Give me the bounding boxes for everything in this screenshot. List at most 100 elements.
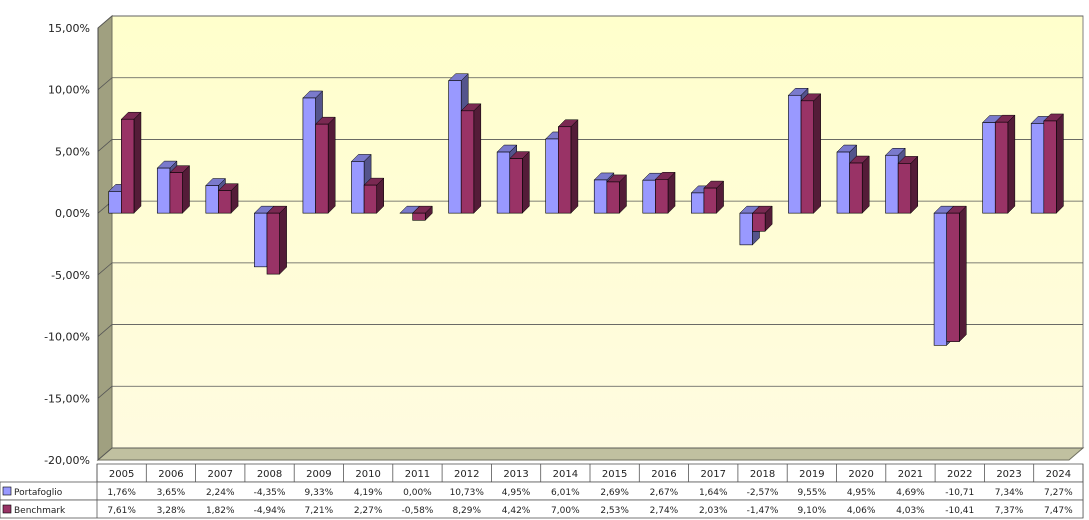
bar-front [1030, 123, 1045, 214]
data-label: -1,47% [747, 506, 779, 516]
bar-front [836, 151, 850, 214]
bar-benchmark-2017 [703, 180, 725, 214]
bar-front [897, 163, 912, 214]
y-tick-label: 5,00% [55, 145, 90, 158]
gridline [97, 324, 1083, 337]
bar-front [205, 185, 219, 214]
bar-benchmark-2024 [1043, 113, 1065, 214]
bar-benchmark-2023 [994, 114, 1016, 214]
bar-side [473, 103, 482, 214]
data-label: -10,71 [945, 488, 974, 498]
data-label: 7,34% [995, 488, 1024, 498]
data-label: 4,03% [896, 506, 925, 516]
bar-front [933, 212, 947, 346]
bar-front [363, 184, 378, 214]
bar-front [302, 97, 316, 214]
bar-front [788, 94, 802, 214]
side-wall [97, 14, 113, 462]
bar-front [703, 187, 717, 214]
x-tick-label: 2012 [454, 469, 479, 480]
bar-benchmark-2006 [169, 165, 191, 214]
data-label: 4,06% [847, 506, 876, 516]
data-label: 7,37% [995, 506, 1024, 516]
legend-swatch [2, 504, 12, 514]
bar-side [570, 119, 579, 214]
data-label: -4,35% [254, 488, 286, 498]
bar-front [800, 100, 814, 214]
y-axis: 15,00% 10,00% 5,00% 0,00% -5,00% -10,00% -15,0… [44, 22, 99, 467]
data-label: -0,58% [402, 506, 434, 516]
legend-swatch [2, 486, 12, 496]
gridline [97, 447, 1083, 461]
x-tick-label: 2021 [898, 469, 923, 480]
x-tick-label: 2013 [503, 469, 528, 480]
bar-benchmark-2022 [946, 205, 967, 343]
y-tick-label: 0,00% [55, 207, 90, 220]
bar-front [1043, 120, 1057, 214]
bar-side [182, 165, 190, 214]
bar-side [133, 111, 142, 214]
bar-side [327, 116, 336, 214]
data-label: 9,33% [305, 488, 334, 498]
data-label: 9,10% [798, 506, 827, 516]
bar-benchmark-2012 [460, 103, 482, 214]
bar-side [959, 205, 967, 343]
x-tick-label: 2008 [257, 469, 282, 480]
legend-label: Portafoglio [14, 488, 63, 498]
bar-front [739, 212, 753, 246]
data-label: 7,27% [1044, 488, 1073, 498]
gridlines [97, 15, 1083, 461]
bar-benchmark-2007 [217, 183, 239, 214]
gridline [97, 262, 1083, 276]
data-label: -4,94% [254, 506, 286, 516]
bar-front [121, 118, 135, 214]
x-tick-label: 2007 [208, 469, 233, 480]
legend-label: Benchmark [14, 506, 66, 516]
data-label: 1,82% [206, 506, 235, 516]
data-label: 0,00% [403, 488, 432, 498]
x-tick-label: 2009 [306, 469, 331, 480]
table-row-benchmark [0, 499, 1084, 519]
bar-benchmark-2008 [266, 205, 288, 275]
bar-benchmark-2013 [509, 150, 530, 214]
data-label: 1,64% [699, 488, 728, 498]
bar-front [266, 212, 280, 275]
bar-front [545, 138, 559, 214]
bar-front [691, 192, 705, 214]
data-label: 3,28% [157, 506, 186, 516]
y-tick-label: -5,00% [51, 269, 90, 282]
bar-front [496, 151, 511, 214]
bar-front [108, 191, 122, 214]
y-tick-label: -10,00% [44, 331, 90, 344]
data-label: 7,61% [107, 506, 136, 516]
bar-front [885, 154, 899, 214]
bar-front [460, 110, 475, 214]
bar-side [522, 150, 530, 214]
data-label: -10,41 [945, 506, 974, 516]
x-tick-label: 2020 [848, 469, 873, 480]
data-label: 2,53% [600, 506, 629, 516]
data-label: 2,27% [354, 506, 383, 516]
bar-benchmark-2020 [848, 155, 870, 214]
y-tick-label: 10,00% [48, 84, 90, 97]
data-label: 7,21% [305, 506, 334, 516]
data-label: 2,67% [650, 488, 679, 498]
data-label: -2,57% [747, 488, 779, 498]
bar-benchmark-2014 [557, 119, 579, 214]
x-tick-label: 2005 [109, 469, 134, 480]
data-label: 7,47% [1044, 506, 1073, 516]
bar-front [655, 179, 669, 214]
bar-front [849, 162, 863, 214]
bar-front [218, 190, 232, 214]
data-label: 4,69% [896, 488, 925, 498]
x-tick-label: 2018 [750, 469, 775, 480]
bar-front [169, 172, 183, 214]
gridline [97, 15, 1083, 29]
bar-front [642, 179, 656, 214]
data-label: 1,76% [107, 488, 136, 498]
bar-side [861, 155, 870, 214]
x-tick-label: 2014 [553, 469, 578, 480]
data-label: 2,69% [600, 488, 629, 498]
x-tick-label: 2015 [602, 469, 627, 480]
